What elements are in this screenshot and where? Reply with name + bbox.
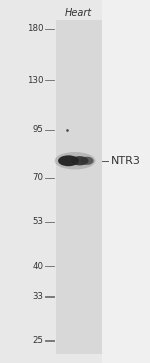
Bar [56, 20, 102, 354]
Text: 53: 53 [33, 217, 43, 226]
Ellipse shape [81, 157, 94, 165]
Text: 25: 25 [33, 336, 43, 344]
Text: 180: 180 [27, 24, 44, 33]
Ellipse shape [55, 152, 96, 170]
Text: 70: 70 [33, 174, 43, 182]
Text: Heart: Heart [65, 8, 92, 18]
Text: 40: 40 [33, 262, 43, 270]
Ellipse shape [58, 155, 79, 166]
Text: 33: 33 [33, 292, 43, 301]
Text: NTR3: NTR3 [111, 156, 141, 166]
Text: 95: 95 [33, 125, 44, 134]
Ellipse shape [71, 156, 88, 166]
Bar [102, 0, 150, 363]
Text: 130: 130 [27, 76, 44, 85]
